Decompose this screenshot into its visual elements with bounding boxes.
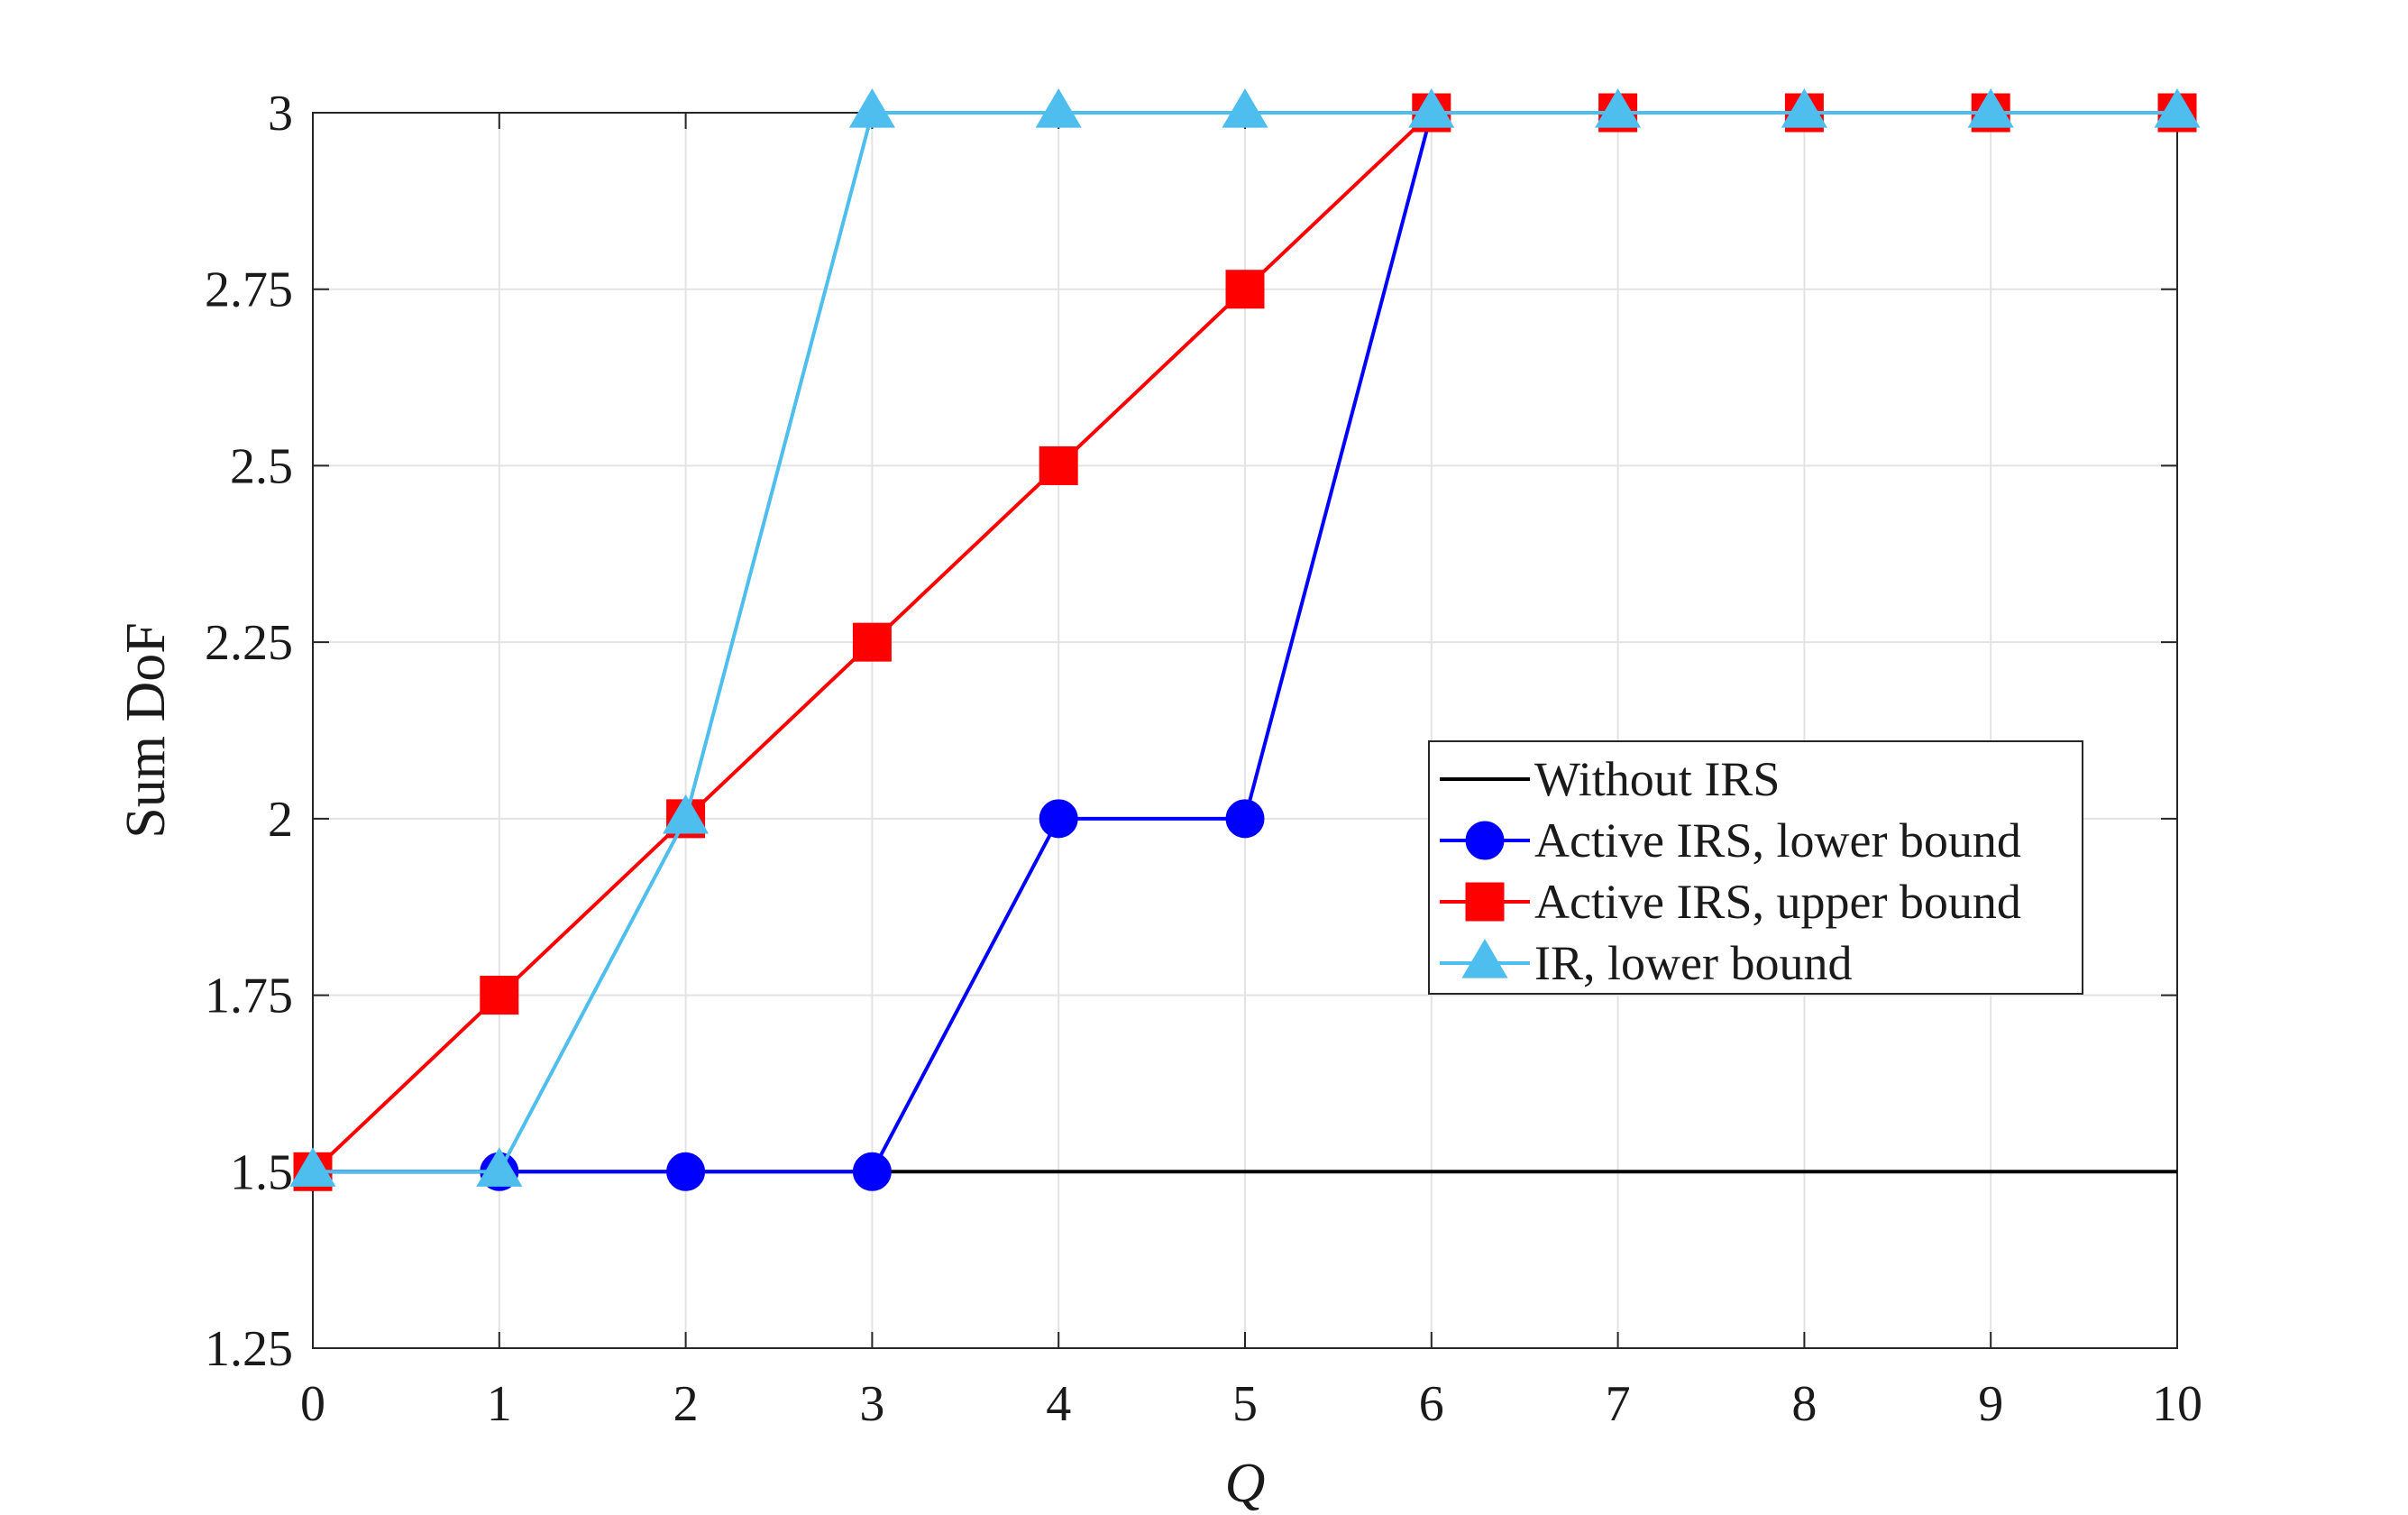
- y-tick-label: 1.75: [205, 969, 293, 1024]
- y-tick-label: 1.25: [205, 1321, 293, 1377]
- data-point: [1222, 88, 1268, 128]
- x-tick-label: 8: [1791, 1376, 1817, 1432]
- x-tick-label: 1: [487, 1376, 512, 1432]
- data-point: [1039, 445, 1078, 485]
- y-tick-label: 2.5: [230, 438, 293, 494]
- legend-label: Without IRS: [1534, 752, 1780, 806]
- x-tick-label: 10: [2152, 1376, 2202, 1432]
- data-point: [848, 88, 895, 128]
- x-tick-label: 9: [1978, 1376, 2003, 1432]
- legend-label: IR, lower bound: [1534, 936, 1852, 990]
- data-point: [476, 1147, 523, 1187]
- x-tick-label: 0: [300, 1376, 325, 1432]
- data-point: [1225, 270, 1265, 309]
- data-point: [1781, 88, 1827, 128]
- legend: Without IRS Active IRS, lower bound Active…: [1428, 740, 2083, 995]
- x-tick-label: 5: [1232, 1376, 1258, 1432]
- y-tick-label: 1.5: [230, 1144, 293, 1200]
- y-tick-labels: 1.25 1.5 1.75 2 2.25 2.5 2.75 3: [205, 86, 293, 1377]
- x-tick-label: 7: [1606, 1376, 1631, 1432]
- data-point: [1225, 799, 1265, 839]
- data-point: [2154, 88, 2201, 128]
- y-tick-label: 2: [268, 792, 293, 848]
- legend-label: Active IRS, lower bound: [1534, 813, 2021, 868]
- data-point: [666, 1152, 706, 1191]
- legend-item: Without IRS: [1440, 752, 1780, 806]
- legend-box: [1428, 740, 2083, 995]
- data-point: [1408, 88, 1455, 128]
- y-tick-label: 3: [268, 86, 293, 142]
- x-tick-label: 2: [673, 1376, 699, 1432]
- data-point: [663, 794, 710, 834]
- y-axis-label: Sum DoF: [115, 622, 177, 838]
- series-layer: [289, 88, 2201, 1191]
- y-tick-label: 2.25: [205, 615, 293, 671]
- legend-item: IR, lower bound: [1440, 936, 1852, 990]
- data-point: [289, 1147, 336, 1187]
- x-tick-label: 6: [1419, 1376, 1444, 1432]
- x-tick-label: 3: [859, 1376, 884, 1432]
- x-axis-label: Q: [1225, 1453, 1266, 1514]
- data-point: [852, 1152, 892, 1191]
- data-point: [1967, 88, 2014, 128]
- legend-swatch-marker: [1465, 882, 1505, 922]
- y-tick-label: 2.75: [205, 262, 293, 318]
- legend-item: Active IRS, lower bound: [1440, 813, 2021, 868]
- data-point: [480, 976, 519, 1015]
- data-point: [1039, 799, 1078, 839]
- series-3: [289, 88, 2201, 1187]
- legend-item: Active IRS, upper bound: [1440, 875, 2021, 929]
- legend-swatch-marker: [1465, 821, 1505, 860]
- legend-label: Active IRS, upper bound: [1534, 875, 2021, 929]
- x-tick-labels: 0 1 2 3 4 5 6 7 8 9 10: [300, 1376, 2202, 1432]
- legend-swatch-marker: [1461, 939, 1508, 978]
- x-tick-label: 4: [1046, 1376, 1071, 1432]
- data-point: [1035, 88, 1082, 128]
- data-point: [852, 622, 892, 662]
- data-point: [1595, 88, 1642, 128]
